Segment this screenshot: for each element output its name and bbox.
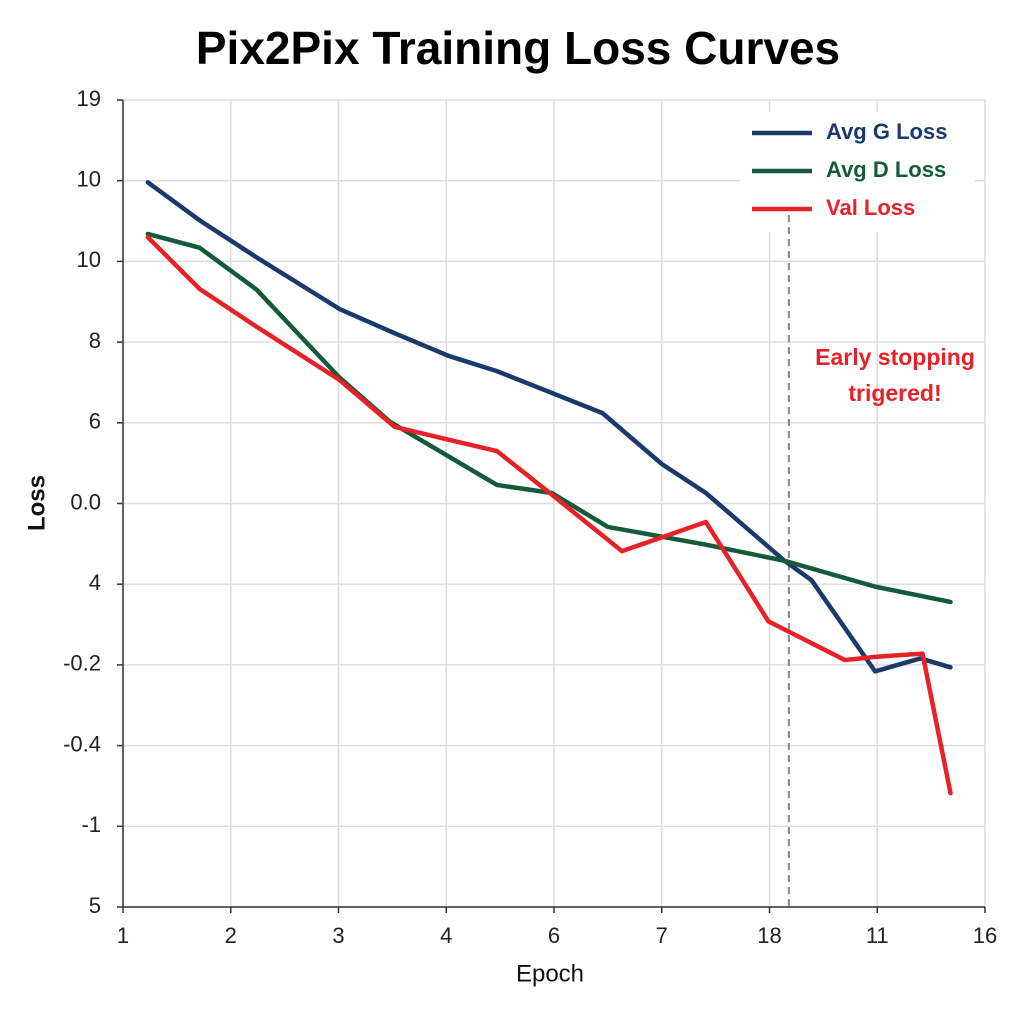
x-tick-label: 6 — [548, 923, 560, 948]
y-tick-label: 0.0 — [70, 489, 101, 514]
y-tick-label: 4 — [89, 570, 101, 595]
legend-label: Avg G Loss — [826, 119, 947, 144]
annotation-text: trigered! — [848, 380, 941, 406]
y-tick-label: -1 — [81, 812, 101, 837]
line-series — [145, 234, 953, 796]
x-tick-label: 18 — [757, 923, 781, 948]
x-tick-label: 4 — [440, 923, 452, 948]
line-series — [145, 180, 953, 674]
x-tick-label: 1 — [117, 923, 129, 948]
annotation-text: Early stopping — [815, 344, 975, 370]
legend-label: Avg D Loss — [826, 157, 946, 182]
y-axis-label: Loss — [23, 475, 50, 531]
y-tick-label: -0.4 — [63, 731, 101, 756]
x-tick-label: 3 — [332, 923, 344, 948]
y-tick-label: 10 — [77, 167, 101, 192]
y-tick-label: 10 — [77, 247, 101, 272]
x-axis-label: Epoch — [516, 960, 584, 987]
chart-title: Pix2Pix Training Loss Curves — [196, 22, 840, 74]
x-tick-label: 2 — [225, 923, 237, 948]
y-tick-label: 5 — [89, 893, 101, 918]
x-tick-label: 7 — [656, 923, 668, 948]
legend-label: Val Loss — [826, 195, 915, 220]
y-tick-label: 6 — [89, 409, 101, 434]
x-tick-label: 16 — [973, 923, 997, 948]
y-tick-label: 8 — [89, 328, 101, 353]
x-tick-label: 11 — [866, 923, 889, 948]
y-tick-label: 19 — [77, 86, 101, 111]
line-series — [145, 231, 953, 605]
y-tick-label: -0.2 — [63, 651, 101, 676]
